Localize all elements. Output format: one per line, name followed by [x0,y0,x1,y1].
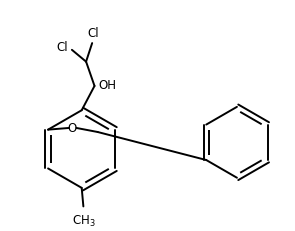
Text: Cl: Cl [57,41,68,54]
Text: CH$_3$: CH$_3$ [71,213,95,228]
Text: O: O [68,122,77,135]
Text: Cl: Cl [88,27,99,40]
Text: OH: OH [99,78,117,91]
